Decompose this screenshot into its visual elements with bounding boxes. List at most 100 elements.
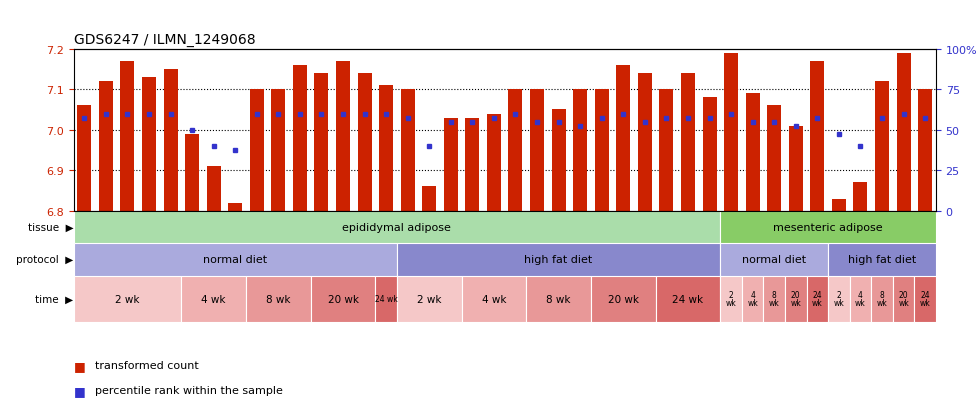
Text: 24 wk: 24 wk <box>672 294 704 304</box>
Bar <box>311 276 375 322</box>
Bar <box>271 90 285 211</box>
Text: 8
wk: 8 wk <box>877 290 887 308</box>
Bar <box>595 90 609 211</box>
Bar <box>897 54 910 211</box>
Bar <box>742 276 763 322</box>
Bar <box>681 74 695 211</box>
Bar <box>875 82 889 211</box>
Bar <box>763 276 785 322</box>
Text: 2
wk: 2 wk <box>834 290 844 308</box>
Bar <box>767 106 781 211</box>
Bar <box>397 276 462 322</box>
Bar <box>121 62 134 211</box>
Bar <box>828 276 850 322</box>
Bar <box>914 276 936 322</box>
Bar <box>293 66 307 211</box>
Text: normal diet: normal diet <box>742 255 807 265</box>
Bar <box>720 211 936 244</box>
Bar <box>422 187 436 211</box>
Bar <box>552 110 565 211</box>
Text: ■: ■ <box>74 359 89 372</box>
Text: 4
wk: 4 wk <box>856 290 865 308</box>
Text: high fat diet: high fat diet <box>848 255 916 265</box>
Bar <box>74 276 181 322</box>
Text: transformed count: transformed count <box>95 361 199 370</box>
Bar <box>720 244 828 276</box>
Bar <box>462 276 526 322</box>
Bar <box>530 90 544 211</box>
Bar <box>638 74 652 211</box>
Text: GDS6247 / ILMN_1249068: GDS6247 / ILMN_1249068 <box>74 33 255 47</box>
Bar <box>228 203 242 211</box>
Text: 8
wk: 8 wk <box>769 290 779 308</box>
Bar <box>185 135 199 211</box>
Bar <box>720 276 742 322</box>
Bar <box>509 90 522 211</box>
Bar <box>74 211 720 244</box>
Bar <box>832 199 846 211</box>
Bar <box>746 94 760 211</box>
Text: high fat diet: high fat diet <box>524 255 593 265</box>
Bar <box>336 62 350 211</box>
Text: protocol  ▶: protocol ▶ <box>17 255 74 265</box>
Bar <box>250 90 264 211</box>
Text: tissue  ▶: tissue ▶ <box>27 223 74 233</box>
Text: 4 wk: 4 wk <box>202 294 225 304</box>
Bar <box>573 90 587 211</box>
Text: 4
wk: 4 wk <box>748 290 758 308</box>
Bar <box>487 114 501 211</box>
Bar <box>828 244 936 276</box>
Bar <box>810 62 824 211</box>
Text: 2
wk: 2 wk <box>726 290 736 308</box>
Bar <box>77 106 91 211</box>
Bar <box>789 126 803 211</box>
Bar <box>918 90 932 211</box>
Text: time  ▶: time ▶ <box>35 294 74 304</box>
Bar <box>401 90 415 211</box>
Bar <box>526 276 591 322</box>
Text: ■: ■ <box>74 384 89 397</box>
Bar <box>466 118 479 211</box>
Bar <box>207 167 220 211</box>
Text: mesenteric adipose: mesenteric adipose <box>773 223 883 233</box>
Bar <box>591 276 656 322</box>
Bar <box>74 244 397 276</box>
Bar <box>164 70 177 211</box>
Text: 20
wk: 20 wk <box>791 290 801 308</box>
Bar <box>893 276 914 322</box>
Text: normal diet: normal diet <box>203 255 268 265</box>
Bar <box>358 74 371 211</box>
Bar <box>246 276 311 322</box>
Text: 8 wk: 8 wk <box>267 294 291 304</box>
Bar <box>850 276 871 322</box>
Bar <box>315 74 328 211</box>
Text: 8 wk: 8 wk <box>547 294 570 304</box>
Text: 2 wk: 2 wk <box>116 294 139 304</box>
Bar <box>379 86 393 211</box>
Text: 24
wk: 24 wk <box>920 290 930 308</box>
Bar <box>142 78 156 211</box>
Text: percentile rank within the sample: percentile rank within the sample <box>95 385 283 395</box>
Text: epididymal adipose: epididymal adipose <box>342 223 452 233</box>
Text: 2 wk: 2 wk <box>416 294 441 304</box>
Text: 4 wk: 4 wk <box>482 294 506 304</box>
Bar <box>807 276 828 322</box>
Text: 20 wk: 20 wk <box>608 294 639 304</box>
Bar <box>375 276 397 322</box>
Bar <box>656 276 720 322</box>
Bar <box>616 66 630 211</box>
Bar <box>660 90 673 211</box>
Bar <box>854 183 867 211</box>
Bar <box>724 54 738 211</box>
Bar <box>871 276 893 322</box>
Text: 20
wk: 20 wk <box>899 290 908 308</box>
Bar <box>785 276 807 322</box>
Bar <box>444 118 458 211</box>
Bar <box>397 244 720 276</box>
Bar <box>703 98 716 211</box>
Bar <box>99 82 113 211</box>
Text: 24 wk: 24 wk <box>374 294 398 304</box>
Bar <box>181 276 246 322</box>
Text: 20 wk: 20 wk <box>327 294 359 304</box>
Text: 24
wk: 24 wk <box>812 290 822 308</box>
